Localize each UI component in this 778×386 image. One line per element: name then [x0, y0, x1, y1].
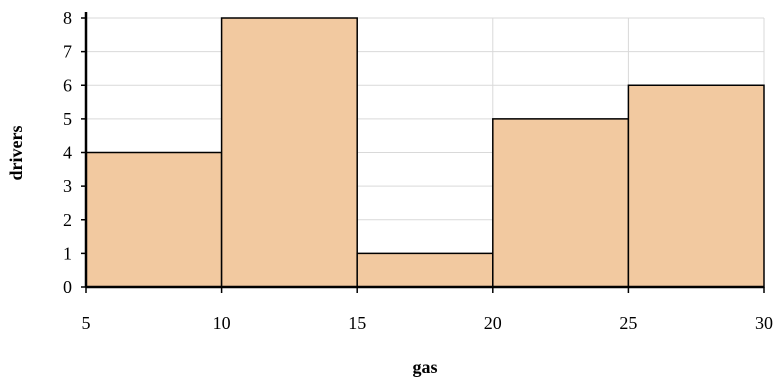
y-tick-label: 5: [63, 109, 72, 129]
y-tick-label: 2: [63, 210, 72, 230]
axes: [84, 12, 764, 289]
x-tick-label: 15: [348, 313, 366, 333]
y-tick-label: 1: [63, 243, 72, 263]
y-tick-label: 6: [63, 75, 72, 95]
histogram-bar: [220, 17, 358, 288]
y-tick-label: 7: [63, 42, 72, 62]
y-tick-label: 0: [63, 277, 72, 297]
y-axis-title: drivers: [6, 126, 26, 181]
y-tick-label: 3: [63, 176, 72, 196]
histogram-bar: [85, 151, 223, 288]
ticks: 0 1 2 3 4 5 6 7 8 5 10 15 20 25 30: [63, 8, 773, 333]
bars: [85, 17, 765, 288]
x-tick-label: 20: [484, 313, 502, 333]
y-tick-label: 8: [63, 8, 72, 28]
x-tick-label: 5: [82, 313, 91, 333]
x-tick-label: 10: [213, 313, 231, 333]
histogram-bar: [627, 84, 765, 288]
histogram-bar: [356, 252, 494, 288]
y-tick-label: 4: [63, 143, 72, 163]
x-axis-title: gas: [412, 357, 437, 377]
x-tick-label: 25: [619, 313, 637, 333]
histogram-bar: [492, 118, 630, 288]
x-tick-label: 30: [755, 313, 773, 333]
